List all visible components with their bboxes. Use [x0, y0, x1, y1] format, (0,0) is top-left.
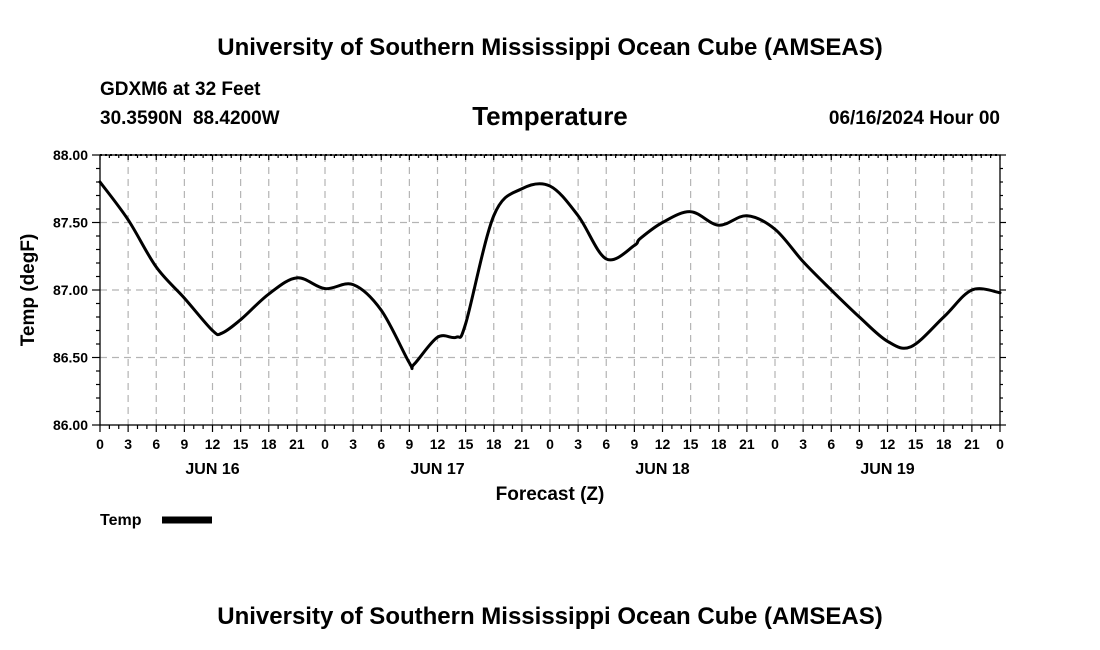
x-tick-label: 0 [546, 436, 554, 452]
day-label: JUN 16 [185, 461, 239, 478]
series-line-temp [98, 180, 1002, 371]
legend: Temp [100, 512, 212, 529]
temp-series [98, 180, 1002, 371]
x-tick-label: 15 [683, 436, 699, 452]
x-tick-label: 18 [486, 436, 502, 452]
x-tick-label: 6 [377, 436, 385, 452]
x-tick-label: 21 [964, 436, 980, 452]
x-tick-label: 15 [233, 436, 249, 452]
grid-lines [100, 154, 1000, 425]
x-tick-label: 6 [827, 436, 835, 452]
x-tick-label: 9 [180, 436, 188, 452]
day-label: JUN 19 [860, 461, 914, 478]
x-tick-label: 18 [936, 436, 952, 452]
x-tick-label: 12 [655, 436, 671, 452]
day-label: JUN 17 [410, 461, 464, 478]
x-tick-label: 0 [321, 436, 329, 452]
day-label: JUN 18 [635, 461, 689, 478]
x-tick-label: 3 [799, 436, 807, 452]
x-tick-label: 12 [880, 436, 896, 452]
x-tick-label: 9 [855, 436, 863, 452]
x-tick-label: 21 [514, 436, 530, 452]
chart-title: Temperature [472, 101, 628, 131]
x-axis: 0 3 6 9 12 15 18 21 0 3 6 9 12 15 18 21 0 3 6 9 12 15 18 21 0 3 6 9… [96, 155, 1004, 478]
x-tick-label: 0 [771, 436, 779, 452]
page-title: University of Southern Mississippi Ocean… [217, 34, 882, 61]
x-tick-label: 0 [996, 436, 1004, 452]
x-tick-label: 3 [124, 436, 132, 452]
x-tick-label: 9 [405, 436, 413, 452]
x-tick-label: 12 [430, 436, 446, 452]
x-tick-label: 12 [205, 436, 221, 452]
y-axis-title: Temp (degF) [18, 234, 39, 347]
y-tick-label: 88.00 [53, 147, 88, 163]
station-label: GDXM6 at 32 Feet [100, 79, 261, 100]
x-tick-label: 18 [261, 436, 277, 452]
x-tick-label: 21 [289, 436, 305, 452]
legend-label: Temp [100, 512, 142, 529]
x-axis-title: Forecast (Z) [496, 484, 605, 505]
x-tick-label: 6 [602, 436, 610, 452]
x-tick-label: 21 [739, 436, 755, 452]
x-tick-label: 0 [96, 436, 104, 452]
x-tick-label: 15 [908, 436, 924, 452]
x-tick-label: 3 [574, 436, 582, 452]
y-tick-label: 86.50 [53, 350, 88, 366]
y-tick-label: 86.00 [53, 417, 88, 433]
y-axis: 86.00 86.50 87.00 87.50 88.00 [53, 147, 1006, 433]
x-tick-label: 15 [458, 436, 474, 452]
y-tick-label: 87.00 [53, 282, 88, 298]
x-tick-label: 9 [630, 436, 638, 452]
y-tick-label: 87.50 [53, 215, 88, 231]
footer-title: University of Southern Mississippi Ocean… [217, 603, 882, 630]
x-tick-label: 18 [711, 436, 727, 452]
x-tick-label: 6 [152, 436, 160, 452]
forecast-datetime: 06/16/2024 Hour 00 [829, 108, 1000, 129]
coordinates-label: 30.3590N 88.4200W [100, 108, 280, 129]
x-tick-label: 3 [349, 436, 357, 452]
